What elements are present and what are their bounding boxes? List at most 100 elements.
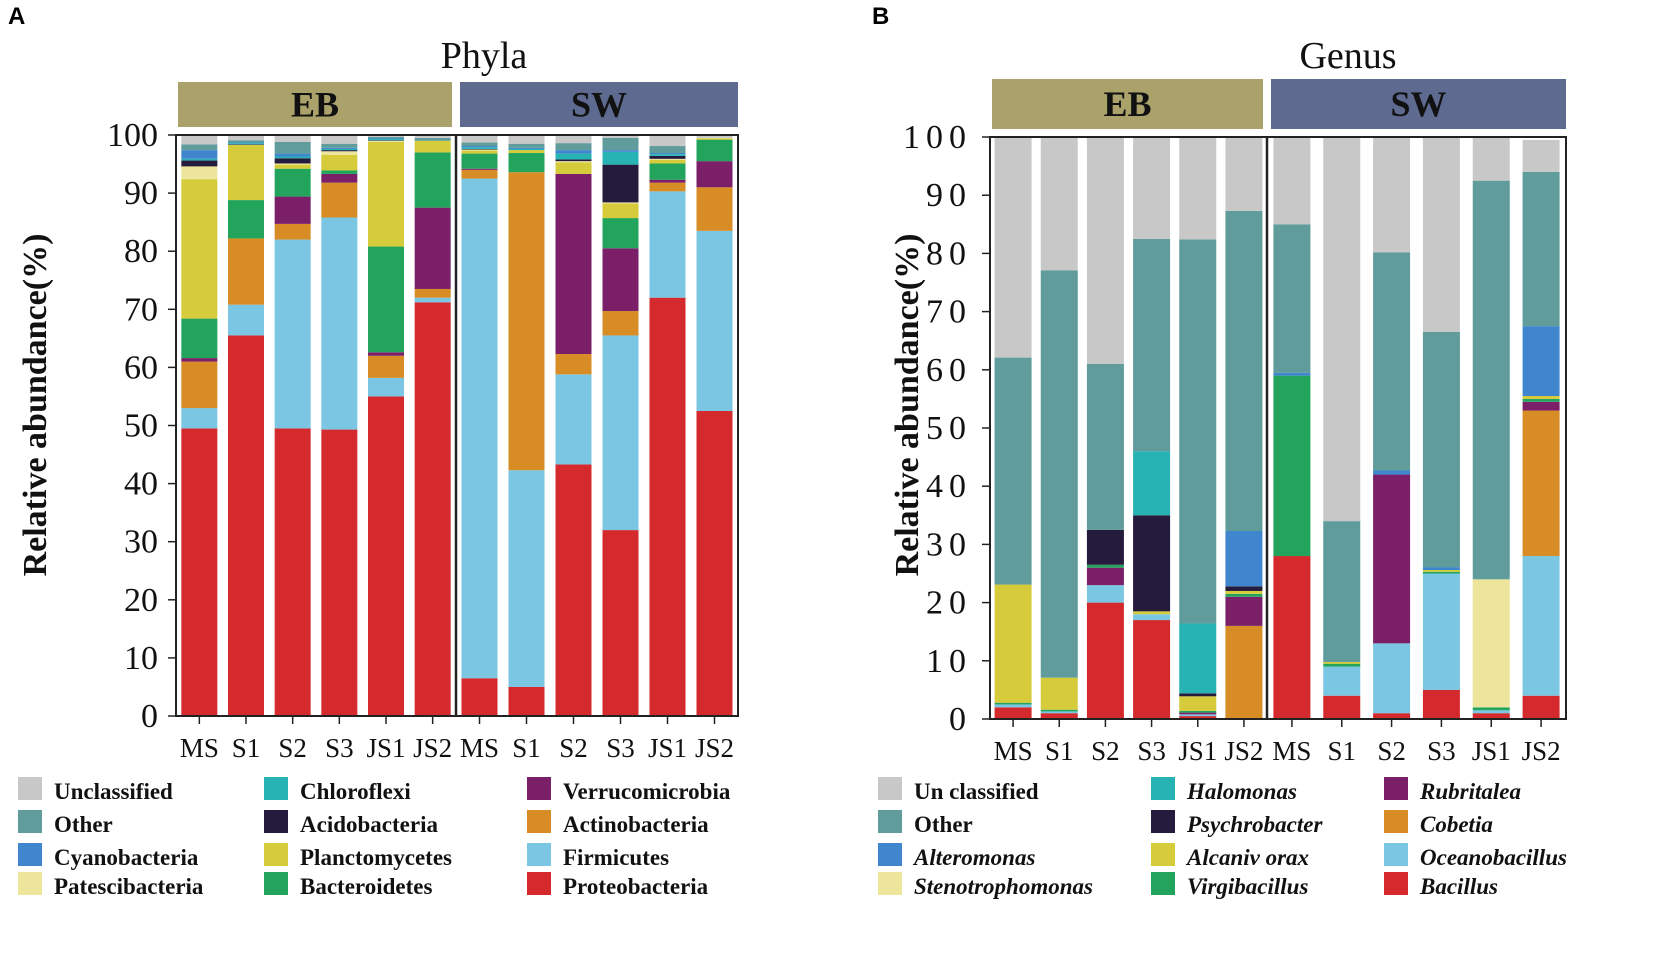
bar-segment-other-10 <box>603 138 639 150</box>
bar-segment-halomonas-4 <box>1133 451 1170 515</box>
bar-segment-other-4 <box>1133 239 1170 451</box>
bar-segment-unclassified-3 <box>275 135 311 142</box>
x-tick-label-5: JS1 <box>1178 736 1217 766</box>
legend-label-cobetia: Cobetia <box>1420 812 1493 837</box>
bar-segment-planctomycetes-5 <box>368 142 404 247</box>
bar-segment-planctomycetes-12 <box>697 138 733 139</box>
legend-swatch-halomonas <box>1151 777 1175 800</box>
bar-segment-oceanobacillus-4 <box>1133 614 1170 620</box>
bar-segment-other-3 <box>1087 364 1124 530</box>
bar-segment-proteobacteria-6 <box>415 302 451 716</box>
bar-segment-planctomycetes-2 <box>228 145 264 200</box>
bar-segment-other-8 <box>509 144 545 148</box>
bar-segment-cyanobacteria-3 <box>275 154 311 157</box>
bar-segment-virgibacillus-3 <box>1087 565 1124 568</box>
bar-segment-alcanivorax-8 <box>1323 662 1360 664</box>
bar-segment-virgibacillus-11 <box>1473 707 1510 710</box>
bar-segment-bacillus-1 <box>995 707 1032 719</box>
x-tick-label-6: JS2 <box>413 733 452 763</box>
bar-segment-actinobacteria-5 <box>368 356 404 378</box>
x-tick-label-10: S3 <box>606 733 635 763</box>
bar-segment-proteobacteria-7 <box>462 678 498 716</box>
bar-segment-unclassified-3 <box>1087 137 1124 364</box>
bar-segment-oceanobacillus-10 <box>1423 574 1460 690</box>
bar-segment-planctomycetes-10 <box>603 204 639 219</box>
bar-segment-oceanobacillus-9 <box>1373 643 1410 713</box>
bar-segment-unclassified-6 <box>1225 137 1262 211</box>
bar-segment-acidobacteria-3 <box>275 158 311 163</box>
figure: A Phyla EB SWMS S1 S2 S3 JS1 JS2 MS S1 S2 S3 JS1 JS2… <box>0 0 1672 974</box>
x-tick-label-3: S2 <box>1091 736 1120 766</box>
y-tick-label-50: 50 <box>926 410 972 447</box>
bar-segment-actinobacteria-10 <box>603 311 639 335</box>
bar-segment-bacteroidetes-11 <box>650 163 686 179</box>
bar-segment-firmicutes-5 <box>368 378 404 397</box>
bar-segment-other-8 <box>1323 521 1360 662</box>
bar-segment-oceanobacillus-11 <box>1473 710 1510 713</box>
bar-segment-actinobacteria-11 <box>650 183 686 192</box>
legend-swatch-planctomycetes <box>264 843 288 866</box>
y-tick-label-100: 100 <box>107 117 158 154</box>
bar-segment-actinobacteria-1 <box>181 362 217 408</box>
legend-swatch-alcaniv-orax <box>1151 843 1175 866</box>
y-tick-label-80: 80 <box>124 233 158 270</box>
y-tick-label-30: 30 <box>124 524 158 561</box>
x-tick-label-1: MS <box>994 736 1033 766</box>
bar-segment-verrucomicrobia-9 <box>556 174 592 354</box>
bar-segment-rubritalea-9 <box>1373 475 1410 644</box>
bar-segment-other-7 <box>1273 224 1310 372</box>
legend-swatch-acidobacteria <box>264 810 288 833</box>
y-tick-label-10: 10 <box>926 643 972 680</box>
bar-segment-planctomycetes-11 <box>650 160 686 163</box>
bar-segment-rubritalea-3 <box>1087 568 1124 585</box>
bar-segment-patescibacteria-10 <box>603 202 639 203</box>
bar-segment-bacillus-10 <box>1423 690 1460 719</box>
bar-segment-psychrobacter-3 <box>1087 530 1124 565</box>
bar-segment-virgibacillus-7 <box>1273 376 1310 556</box>
y-tick-label-0: 0 <box>141 698 158 735</box>
bar-segment-cyanobacteria-8 <box>509 148 545 149</box>
legend-label-halomonas: Halomonas <box>1186 779 1297 804</box>
y-tick-label-20: 20 <box>926 585 972 622</box>
legend-swatch-chloroflexi <box>264 777 288 800</box>
group-label-eb: EB <box>291 85 339 125</box>
bar-segment-acidobacteria-4 <box>321 150 357 151</box>
bar-segment-proteobacteria-12 <box>697 411 733 716</box>
bar-segment-bacillus-12 <box>1523 696 1560 719</box>
legend-label-verrucomicrobia: Verrucomicrobia <box>563 779 731 804</box>
bar-segment-unclassified-1 <box>181 135 217 144</box>
bar-segment-rubritalea-12 <box>1523 402 1560 411</box>
legend-swatch-alteromonas <box>878 843 902 866</box>
x-tick-label-2: S1 <box>232 733 261 763</box>
panel-a-letter: A <box>8 3 25 30</box>
bar-segment-rubritalea-5 <box>1179 713 1216 715</box>
bar-segment-other-4 <box>321 144 357 148</box>
x-tick-label-12: JS2 <box>695 733 734 763</box>
bar-segment-virgibacillus-5 <box>1179 711 1216 713</box>
bar-segment-chloroflexi-2 <box>228 143 264 144</box>
bar-segment-patescibacteria-4 <box>321 151 357 154</box>
x-tick-label-4: S3 <box>325 733 354 763</box>
bar-segment-chloroflexi-3 <box>275 156 311 158</box>
legend-swatch-psychrobacter <box>1151 810 1175 833</box>
bar-segment-other-1 <box>181 144 217 150</box>
bar-segment-bacteroidetes-7 <box>462 154 498 169</box>
bar-segment-acidobacteria-5 <box>368 140 404 141</box>
bar-segment-other-5 <box>1179 239 1216 623</box>
bar-segment-oceanobacillus-5 <box>1179 714 1216 716</box>
bar-segment-cyanobacteria-4 <box>321 148 357 149</box>
x-tick-label-8: S1 <box>512 733 541 763</box>
bar-segment-bacteroidetes-6 <box>415 152 451 207</box>
bar-segment-bacteroidetes-1 <box>181 319 217 359</box>
bar-segment-patescibacteria-5 <box>368 141 404 142</box>
legend-swatch-rubritalea <box>1384 777 1408 800</box>
panel-a-title: Phyla <box>441 35 528 77</box>
bar-segment-virgibacillus-1 <box>995 703 1032 705</box>
bar-segment-bacillus-7 <box>1273 556 1310 719</box>
bar-segment-cyanobacteria-9 <box>556 150 592 153</box>
bar-segment-bacillus-8 <box>1323 696 1360 719</box>
bar-segment-bacteroidetes-4 <box>321 170 357 173</box>
bar-segment-other-2 <box>1041 270 1078 677</box>
panel-a-ylabel: Relative abundance(%) <box>17 234 54 577</box>
x-tick-label-1: MS <box>180 733 219 763</box>
